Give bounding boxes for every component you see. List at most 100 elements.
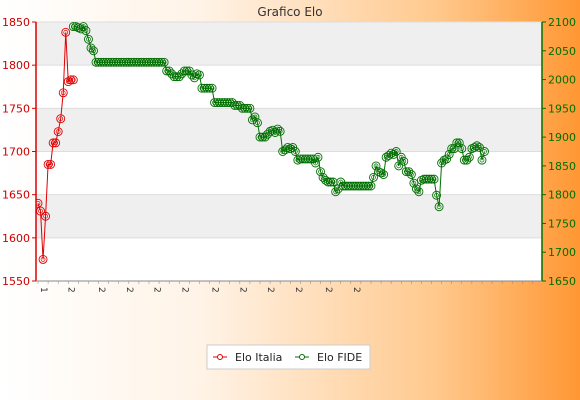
data-point bbox=[36, 198, 43, 208]
data-point bbox=[399, 156, 409, 166]
data-point-inner bbox=[43, 213, 48, 219]
data-point bbox=[389, 149, 399, 159]
data-point bbox=[331, 187, 341, 197]
data-point-inner bbox=[189, 72, 195, 78]
data-point-inner bbox=[207, 85, 212, 91]
data-point-inner bbox=[318, 169, 323, 174]
data-point bbox=[369, 172, 378, 182]
data-point bbox=[414, 187, 424, 197]
data-point bbox=[58, 88, 68, 98]
data-point-inner bbox=[424, 176, 429, 182]
data-point bbox=[432, 190, 442, 200]
data-point-inner bbox=[434, 192, 439, 198]
right-tick-label: 1850 bbox=[548, 160, 576, 173]
data-point bbox=[323, 177, 333, 187]
data-point-inner bbox=[381, 172, 386, 177]
data-point bbox=[442, 154, 452, 164]
data-point bbox=[84, 34, 93, 44]
data-point bbox=[169, 72, 179, 82]
left-tick-label: 1650 bbox=[2, 189, 30, 202]
data-point-inner bbox=[416, 189, 422, 195]
data-point bbox=[258, 132, 267, 142]
right-tick-label: 1900 bbox=[548, 131, 576, 144]
data-point-inner bbox=[325, 179, 331, 185]
data-point bbox=[247, 115, 257, 125]
data-point-inner bbox=[320, 175, 326, 180]
data-point bbox=[364, 181, 373, 191]
data-point bbox=[235, 101, 245, 110]
data-point bbox=[240, 103, 250, 113]
data-point-inner bbox=[414, 186, 419, 192]
data-point-inner bbox=[449, 146, 455, 151]
data-point bbox=[326, 177, 336, 187]
data-point-inner bbox=[373, 163, 379, 169]
data-point bbox=[452, 138, 462, 148]
plot-band bbox=[36, 65, 542, 109]
data-point bbox=[316, 167, 325, 177]
data-point bbox=[477, 155, 487, 165]
data-point-inner bbox=[139, 59, 144, 65]
data-point bbox=[464, 152, 474, 162]
data-point-inner bbox=[368, 183, 374, 189]
left-tick-label: 1850 bbox=[2, 16, 30, 29]
left-tick-label: 1600 bbox=[2, 232, 30, 245]
data-point bbox=[454, 138, 464, 148]
data-point-inner bbox=[348, 183, 354, 189]
data-point bbox=[225, 98, 235, 108]
data-point bbox=[157, 57, 167, 67]
data-point-inner bbox=[156, 59, 162, 65]
data-point-inner bbox=[144, 59, 149, 65]
data-point-inner bbox=[361, 183, 366, 189]
data-point-inner bbox=[149, 59, 154, 65]
data-point-inner bbox=[202, 85, 207, 91]
data-point-inner bbox=[199, 85, 205, 91]
data-point-inner bbox=[330, 179, 336, 185]
data-point-inner bbox=[426, 176, 432, 182]
left-tick-label: 1750 bbox=[2, 102, 30, 115]
data-point-inner bbox=[214, 100, 220, 105]
x-tick-label: 2 bbox=[293, 287, 303, 293]
data-point bbox=[194, 70, 204, 80]
data-point-inner bbox=[270, 127, 275, 133]
data-point-inner bbox=[482, 149, 487, 154]
data-point-inner bbox=[86, 36, 91, 42]
x-tick-label: 2 bbox=[323, 287, 333, 293]
data-point-inner bbox=[60, 90, 66, 96]
chart-title: Grafico Elo bbox=[257, 5, 322, 19]
x-tick-label: 2 bbox=[124, 287, 134, 293]
data-point bbox=[411, 184, 421, 194]
data-point-inner bbox=[121, 59, 127, 65]
data-point-inner bbox=[154, 59, 159, 65]
legend-marker bbox=[217, 354, 223, 360]
data-point bbox=[394, 161, 404, 171]
x-tick-label: 2 bbox=[152, 287, 162, 293]
data-point-inner bbox=[111, 59, 117, 65]
data-point-inner bbox=[343, 183, 349, 189]
data-point-inner bbox=[282, 147, 288, 153]
data-point bbox=[429, 174, 439, 184]
data-point bbox=[53, 127, 63, 137]
data-point bbox=[48, 138, 58, 148]
plot-band bbox=[36, 237, 542, 281]
data-point-inner bbox=[456, 140, 462, 146]
data-point-inner bbox=[161, 59, 167, 65]
legend-item: Elo FIDE bbox=[295, 351, 362, 364]
data-point bbox=[38, 254, 48, 264]
data-point bbox=[86, 43, 96, 53]
data-point-inner bbox=[366, 183, 371, 189]
data-point-inner bbox=[315, 154, 321, 160]
data-point bbox=[406, 170, 416, 179]
data-point bbox=[311, 158, 320, 168]
data-point-inner bbox=[50, 140, 56, 146]
data-point-inner bbox=[212, 100, 217, 105]
data-point-inner bbox=[55, 129, 61, 134]
plot-band bbox=[36, 151, 542, 195]
data-point-inner bbox=[305, 156, 311, 162]
data-point-inner bbox=[454, 140, 460, 146]
data-point-inner bbox=[108, 59, 114, 65]
data-point-inner bbox=[106, 59, 111, 65]
data-point bbox=[162, 66, 172, 76]
right-tick-label: 1700 bbox=[548, 246, 576, 259]
data-point-inner bbox=[328, 179, 333, 185]
